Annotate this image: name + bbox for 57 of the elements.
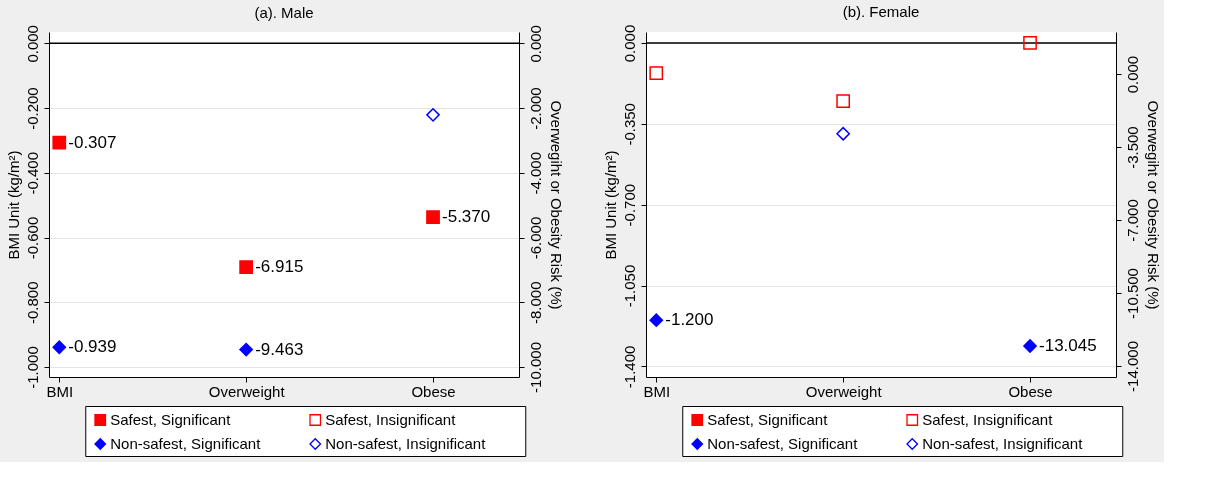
y-tick-label: -1.400	[620, 345, 638, 389]
y-tick-label: 0.000	[620, 24, 638, 63]
legend-label: Non-safest, Significant	[110, 435, 262, 452]
y-axis-title: BMI Unit (kg/m²)	[4, 150, 22, 260]
data-label: -5.370	[442, 207, 491, 227]
y2-tick-label: 0.000	[1123, 55, 1141, 94]
y2-tick-label: -2.000	[526, 87, 544, 130]
y2-tick-label: -7.000	[1123, 199, 1141, 242]
y-tick-label: -0.350	[620, 103, 638, 146]
data-label: -6.915	[255, 257, 304, 277]
y2-tick-label: -8.000	[526, 281, 544, 325]
x-tick-label: BMI	[643, 382, 671, 400]
y-tick-label: -0.400	[23, 152, 41, 195]
point	[836, 126, 851, 141]
point	[426, 107, 440, 122]
x-tick-label: Overweight	[805, 382, 883, 400]
data-label: -1.200	[665, 310, 714, 330]
data-label: -13.045	[1039, 336, 1097, 356]
y-axis-title: BMI Unit (kg/m²)	[601, 150, 619, 260]
legend-label: Safest, Insignificant	[922, 411, 1054, 428]
point	[239, 342, 254, 357]
x-tick-label: BMI	[46, 382, 74, 400]
y2-tick-label: -10.000	[526, 342, 544, 393]
data-label: -9.463	[255, 339, 304, 359]
point	[426, 210, 440, 224]
y2-axis-title: Overwegiht or Obesity Risk (%)	[547, 100, 565, 310]
y-tick-label: -0.700	[620, 183, 638, 227]
legend-label: Non-safest, Significant	[707, 435, 859, 452]
y-tick-label: -0.200	[23, 87, 41, 130]
legend-label: Non-safest, Insignificant	[922, 435, 1084, 452]
y2-tick-label: 0.000	[526, 25, 544, 63]
x-tick-label: Obese	[411, 382, 456, 400]
point	[239, 260, 254, 274]
point	[836, 94, 851, 109]
x-tick-label: Obese	[1008, 382, 1053, 400]
y2-axis-title: Overwegiht or Obesity Risk (%)	[1144, 100, 1162, 310]
y2-tick-label: -3.500	[1123, 126, 1141, 169]
y2-tick-label: -6.000	[526, 216, 544, 260]
point	[1023, 339, 1037, 353]
legend-label: Safest, Insignificant	[325, 411, 457, 428]
x-tick-label: Overweight	[208, 382, 286, 400]
data-label: -0.939	[68, 337, 117, 357]
y2-tick-label: -10.500	[1123, 268, 1141, 319]
legend-label: Safest, Significant	[110, 411, 232, 428]
y2-tick-label: -14.000	[1123, 341, 1141, 392]
point	[1023, 35, 1037, 50]
y-tick-label: -0.600	[23, 216, 41, 260]
y2-tick-label: -4.000	[526, 152, 544, 195]
y-tick-label: -1.000	[23, 346, 41, 389]
data-label: -0.307	[68, 132, 117, 152]
chart-title: (a). Male	[254, 3, 314, 21]
y-tick-label: -1.050	[620, 264, 638, 308]
chart-title: (b). Female	[842, 3, 920, 21]
legend-label: Non-safest, Insignificant	[325, 435, 487, 452]
legend-label: Safest, Significant	[707, 411, 829, 428]
y-tick-label: 0.000	[23, 25, 41, 63]
y-tick-label: -0.800	[23, 281, 41, 325]
